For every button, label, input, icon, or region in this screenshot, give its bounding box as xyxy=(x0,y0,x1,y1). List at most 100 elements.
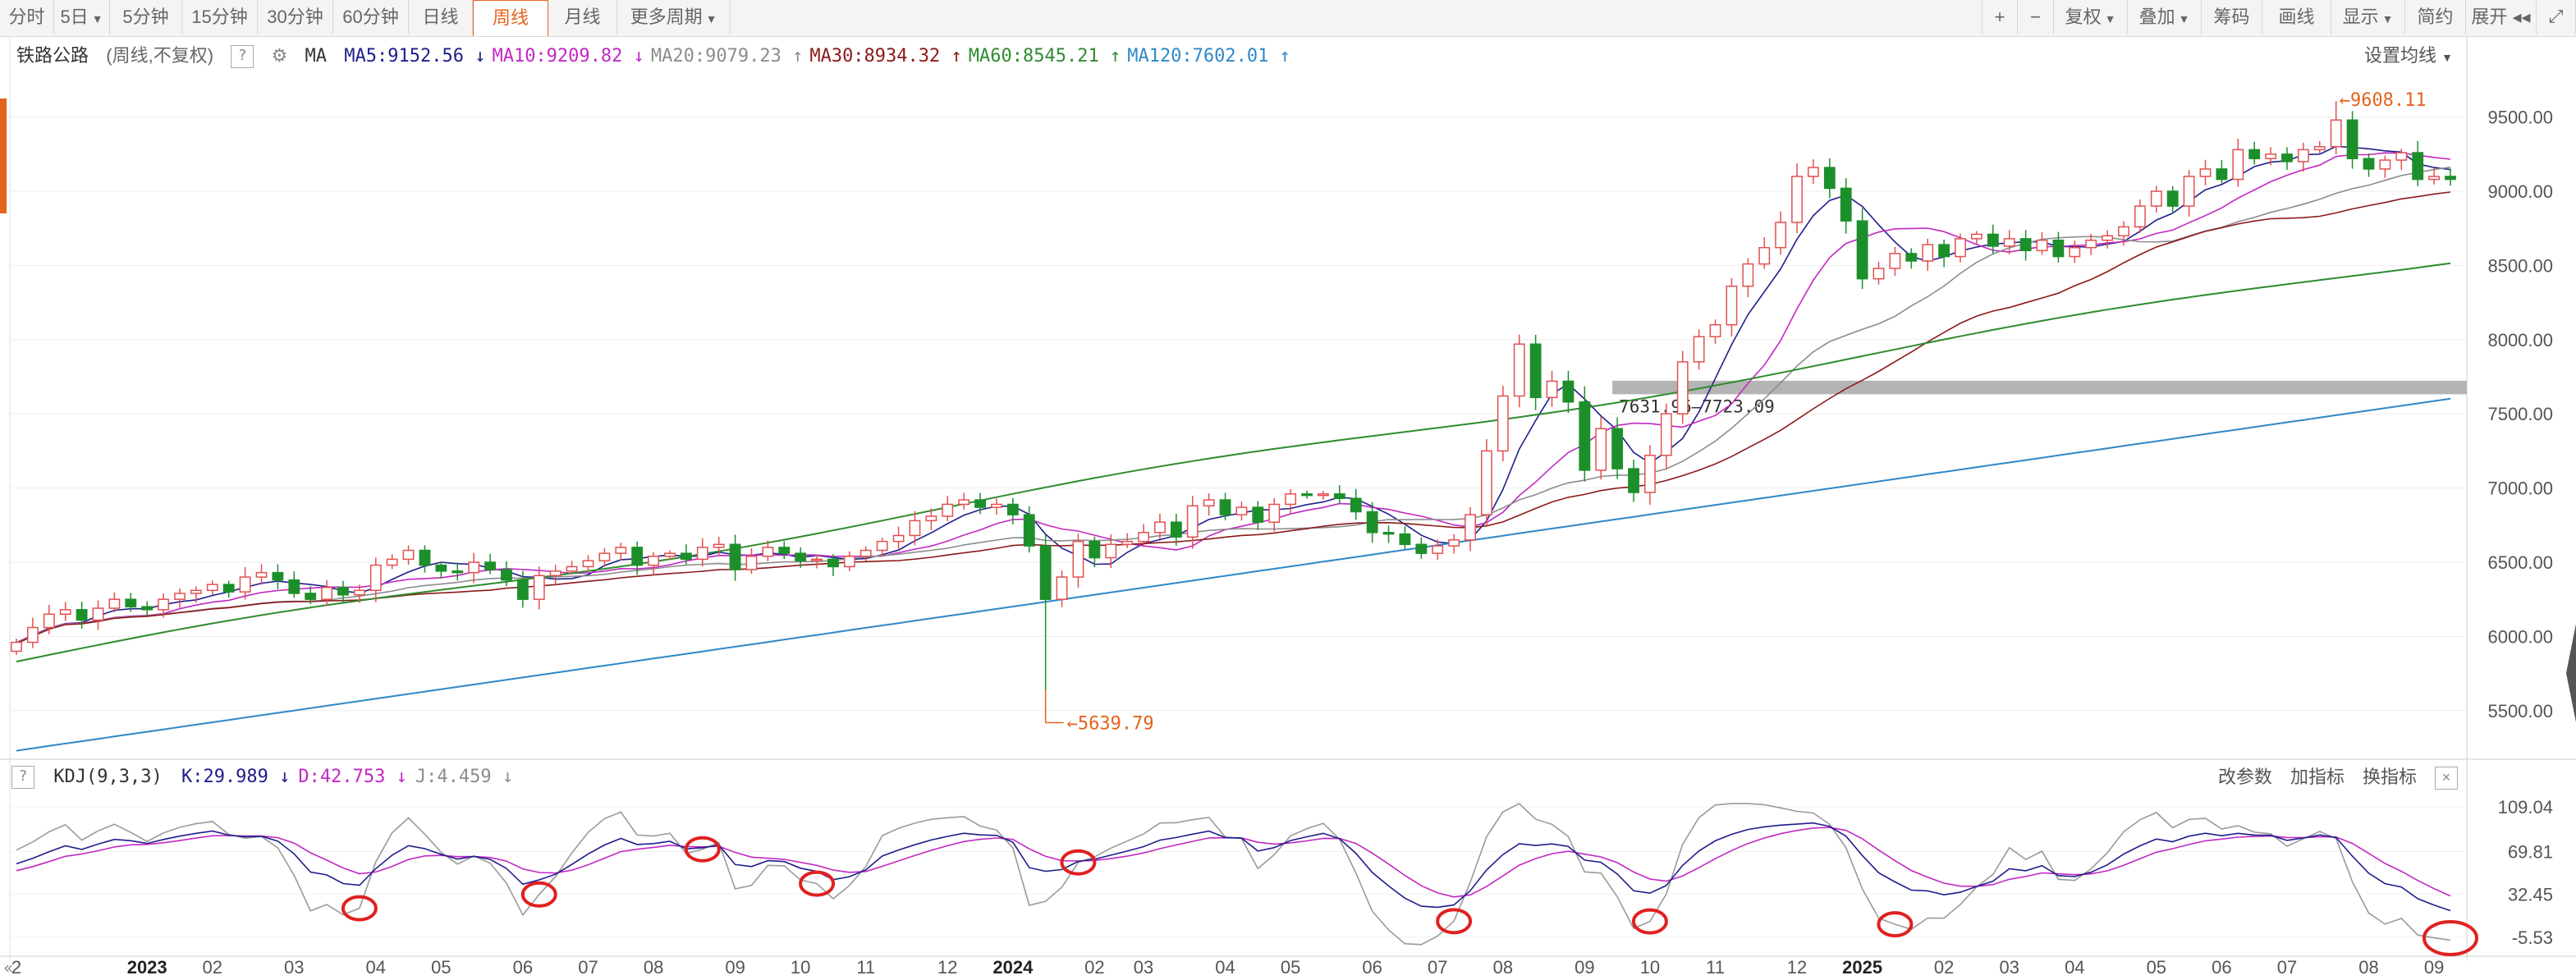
x-label-26: 02 xyxy=(1934,957,1954,978)
period-tab-7[interactable]: 周线 xyxy=(473,0,548,36)
period-tab-6[interactable]: 日线 xyxy=(409,0,473,34)
tool-button-7[interactable]: 简约 xyxy=(2405,0,2466,34)
candle-body xyxy=(1006,503,1019,515)
tool-button-label: 简约 xyxy=(2417,7,2454,27)
candle-body xyxy=(2330,119,2342,148)
close-icon[interactable]: × xyxy=(2435,767,2458,790)
set-ma-button[interactable]: 设置均线 ▼ xyxy=(2364,41,2453,72)
price-tick-5: 7000.00 xyxy=(2487,479,2553,499)
x-label-20: 08 xyxy=(1493,957,1513,978)
candle-body xyxy=(255,571,268,578)
kdj-k-line xyxy=(16,822,2451,912)
x-label-18: 06 xyxy=(1362,957,1382,978)
kdj-help-icon[interactable]: ? xyxy=(11,766,34,789)
low-marker-label: ←5639.79 xyxy=(1067,713,1154,734)
period-tab-label: 30分钟 xyxy=(267,7,323,27)
candle-body xyxy=(1726,285,1738,326)
candle-body xyxy=(305,593,317,600)
tool-button-0[interactable]: + xyxy=(1982,0,2018,34)
price-tick-3: 8000.00 xyxy=(2487,330,2553,350)
candle-body xyxy=(1285,493,1297,506)
candle-body xyxy=(2297,149,2309,163)
candle-body xyxy=(1644,455,1656,493)
tool-button-8[interactable]: 展开 ◂◂ xyxy=(2466,0,2537,34)
candle-body xyxy=(2166,190,2179,207)
expand-arrows-icon[interactable]: ⤢ xyxy=(2537,0,2576,34)
period-tab-label: 日线 xyxy=(422,7,459,27)
tool-button-label: 叠加 xyxy=(2138,7,2175,27)
band-label: 7631.96—7723.09 xyxy=(1619,396,1775,416)
kdj-tool-1[interactable]: 加指标 xyxy=(2290,767,2345,787)
kdj-tool-2[interactable]: 换指标 xyxy=(2362,767,2417,787)
candle-body xyxy=(141,606,154,611)
candle-body xyxy=(11,641,22,653)
candle-body xyxy=(1089,540,1101,559)
period-tab-3[interactable]: 15分钟 xyxy=(182,0,258,34)
tool-button-label: 显示 xyxy=(2342,7,2379,27)
tool-button-6[interactable]: 显示 ▼ xyxy=(2331,0,2405,34)
candle-body xyxy=(2445,176,2456,181)
candle-body xyxy=(1415,543,1428,554)
tool-button-label: 画线 xyxy=(2278,7,2315,27)
candle-body xyxy=(1056,576,1068,600)
candle-body xyxy=(1301,493,1313,497)
tool-button-1[interactable]: − xyxy=(2018,0,2054,34)
candle-body xyxy=(1366,511,1378,534)
period-tab-4[interactable]: 30分钟 xyxy=(258,0,333,34)
period-tab-9[interactable]: 更多周期 ▼ xyxy=(617,0,731,34)
kdj-tick-3: -5.53 xyxy=(2512,927,2553,948)
candle-body xyxy=(1382,532,1395,535)
candle-body xyxy=(1513,343,1525,397)
candle-body xyxy=(811,558,823,561)
period-tab-8[interactable]: 月线 xyxy=(548,0,617,34)
tool-button-5[interactable]: 画线 xyxy=(2262,0,2331,34)
price-tick-8: 5500.00 xyxy=(2487,701,2553,721)
candle-body xyxy=(974,499,986,508)
ma-legend: 铁路公路 (周线,不复权) ? ⚙ MA MA5:9152.56 ↓ MA10:9… xyxy=(16,41,1304,71)
period-tab-0[interactable]: 分时 xyxy=(0,0,54,34)
chevron-down-icon: ▼ xyxy=(2104,12,2116,25)
tool-button-4[interactable]: 筹码 xyxy=(2202,0,2262,34)
period-tab-1[interactable]: 5日 ▼ xyxy=(54,0,110,34)
candle-body xyxy=(2428,176,2441,181)
gear-icon[interactable]: ⚙ xyxy=(271,46,288,66)
candle-body xyxy=(402,549,415,561)
tool-button-3[interactable]: 叠加 ▼ xyxy=(2128,0,2202,34)
x-label-7: 07 xyxy=(578,957,598,978)
high-marker-label: ←9608.11 xyxy=(2340,90,2427,111)
chevron-down-icon: ▼ xyxy=(2178,12,2190,25)
x-label-32: 08 xyxy=(2358,957,2378,978)
candle-body xyxy=(991,503,1002,508)
help-icon[interactable]: ? xyxy=(231,45,254,68)
candle-body xyxy=(1971,233,1982,240)
ma10-line xyxy=(16,152,2451,643)
candle-body xyxy=(1562,380,1574,403)
tool-button-2[interactable]: 复权 ▼ xyxy=(2054,0,2128,34)
candle-body xyxy=(1154,521,1166,534)
x-label-12: 12 xyxy=(937,957,957,978)
x-label-24: 12 xyxy=(1787,957,1807,978)
period-tab-label: 5日 xyxy=(60,7,89,27)
candle-body xyxy=(1252,506,1264,523)
candle-body xyxy=(2069,246,2081,258)
candle-body xyxy=(1889,253,1901,269)
period-tab-2[interactable]: 5分钟 xyxy=(110,0,182,34)
x-label-30: 06 xyxy=(2212,957,2231,978)
candle-body xyxy=(239,576,251,593)
kdj-tool-0[interactable]: 改参数 xyxy=(2217,767,2272,787)
candle-body xyxy=(1611,428,1624,469)
candle-body xyxy=(2052,239,2065,258)
candle-body xyxy=(2346,119,2358,159)
candle-body xyxy=(1448,539,1460,547)
period-tab-5[interactable]: 60分钟 xyxy=(333,0,409,34)
candle-body xyxy=(892,534,905,543)
index-name: 铁路公路 xyxy=(16,45,89,66)
x-label-15: 03 xyxy=(1134,957,1153,978)
candle-body xyxy=(2036,239,2048,252)
candle-body xyxy=(925,515,937,522)
candle-body xyxy=(1872,268,1885,280)
candle-body xyxy=(1235,506,1248,515)
period-toolbar: 分时 5日 ▼ 5分钟 15分钟 30分钟 60分钟 日线 周线 月线 更多周期 ▼ + − 复权 ▼ 叠加 ▼ 筹… xyxy=(0,0,2576,37)
candle-body xyxy=(1497,395,1509,452)
